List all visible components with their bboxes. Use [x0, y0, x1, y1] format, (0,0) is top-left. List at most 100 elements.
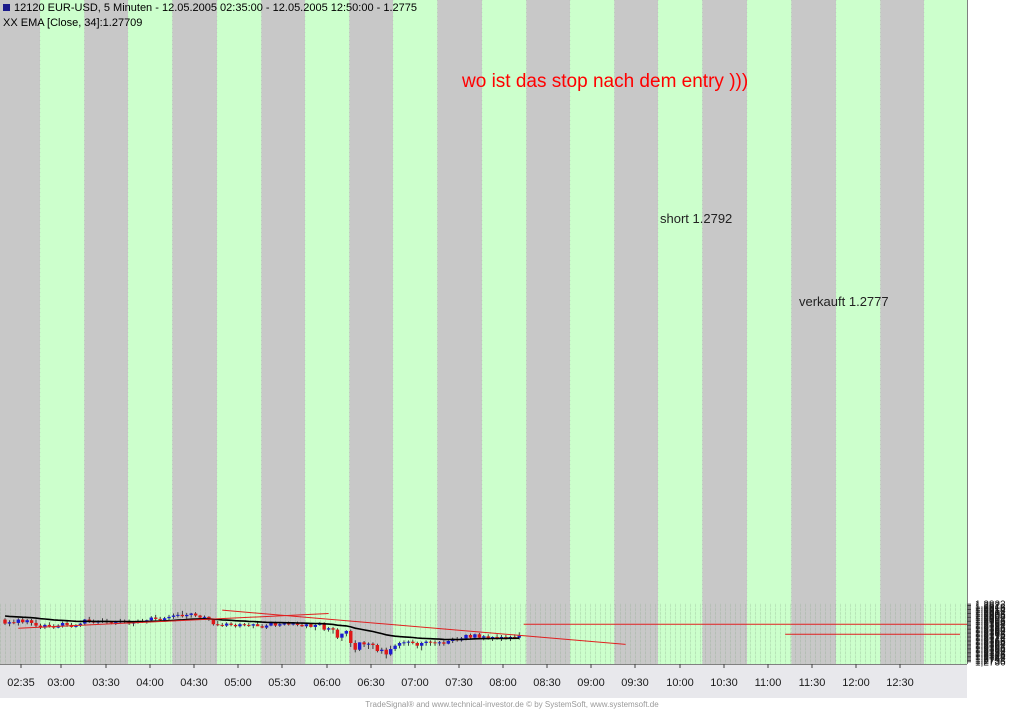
candle-body-92: [411, 641, 415, 644]
price-tick-label-29: 1,2764: [975, 639, 1006, 650]
price-tick-label-13: 1,2796: [975, 617, 1006, 628]
candle-body-40: [180, 614, 185, 617]
price-tick-label-33: 1,2756: [975, 644, 1006, 655]
price-tick-label-30: 1,2762: [975, 640, 1006, 651]
price-tick-label-28: 1,2766: [975, 637, 1006, 648]
candle-body-8: [38, 625, 43, 628]
price-tick-label-11: 1,28: [975, 614, 995, 625]
annotation-short: short 1.2792: [660, 211, 732, 226]
price-tick-label-5: 1,2812: [975, 606, 1006, 617]
candle-body-72: [322, 622, 326, 630]
time-tick-label-2: 03:30: [92, 677, 120, 689]
price-tick-label-36: 1,275: [975, 648, 1000, 659]
price-tick-label-3: 1,2816: [975, 604, 1006, 615]
candle-body-105: [468, 634, 473, 638]
price-tick-label-8: 1,2806: [975, 610, 1006, 621]
candle-body-53: [238, 624, 242, 627]
annotation-sold: verkauft 1.2777: [799, 294, 889, 309]
candle-body-86: [384, 649, 388, 655]
candle-body-34: [154, 617, 158, 619]
candle-body-38: [171, 615, 176, 617]
candle-body-93: [415, 643, 419, 646]
candle-body-4: [21, 619, 25, 623]
price-tick-label-43: 1,2736: [975, 657, 1006, 668]
time-tick-label-15: 10:00: [666, 677, 694, 689]
candle-body-59: [264, 625, 269, 628]
candle-body-94: [420, 643, 424, 646]
price-tick-label-12: 1,2798: [975, 616, 1006, 627]
price-tick-label-2: 1,2818: [975, 602, 1006, 613]
time-tick-label-5: 05:00: [224, 677, 252, 689]
price-tick-label-23: 1,2776: [975, 630, 1006, 641]
price-tick-label-42: 1,2738: [975, 656, 1006, 667]
candle-body-108: [482, 636, 486, 638]
candle-body-6: [29, 620, 34, 623]
price-tick-label-32: 1,2758: [975, 643, 1006, 654]
candle-body-78: [349, 630, 353, 644]
price-tick-label-17: 1,2788: [975, 622, 1006, 633]
candle-body-115: [513, 636, 517, 638]
candle-body-109: [486, 636, 490, 639]
price-tick-label-20: 1,2782: [975, 626, 1006, 637]
candle-body-61: [273, 622, 278, 626]
time-band-2: [217, 0, 262, 664]
candle-body-69: [309, 624, 313, 627]
time-tick-label-4: 04:30: [180, 677, 208, 689]
price-tick-label-25: 1,2772: [975, 633, 1006, 644]
candle-body-41: [185, 614, 189, 617]
time-tick-label-1: 03:00: [47, 677, 75, 689]
price-tick-label-22: 1,2778: [975, 629, 1006, 640]
time-band-10: [924, 0, 969, 664]
candle-body-47: [211, 619, 216, 625]
candle-body-99: [442, 642, 446, 644]
time-tick-label-12: 08:30: [533, 677, 561, 689]
price-tick-label-39: 1,2744: [975, 652, 1006, 663]
time-tick-label-10: 07:30: [445, 677, 473, 689]
candle-body-9: [43, 624, 47, 628]
time-band-5: [482, 0, 527, 664]
candle-body-52: [233, 624, 238, 627]
price-tick-label-37: 1,2748: [975, 649, 1006, 660]
candle-body-74: [331, 628, 335, 630]
trendline-0: [18, 613, 329, 629]
candle-body-63: [282, 623, 286, 625]
candle-body-107: [477, 634, 482, 638]
chart-header-line2: XX EMA [Close, 34]:1.27709: [3, 17, 143, 29]
time-tick-label-7: 06:00: [313, 677, 341, 689]
time-tick-label-6: 05:30: [268, 677, 296, 689]
candle-body-2: [12, 622, 16, 624]
candle-body-89: [397, 643, 402, 646]
candle-body-79: [353, 643, 357, 650]
candle-body-56: [251, 624, 255, 626]
price-tick-label-9: 1,2804: [975, 612, 1006, 623]
candle-body-66: [295, 623, 300, 625]
time-tick-label-18: 11:30: [799, 677, 826, 689]
candle-body-58: [260, 626, 264, 628]
candle-body-90: [402, 642, 406, 644]
price-tick-label-27: 1,2768: [975, 636, 1006, 647]
candle-body-54: [242, 624, 247, 626]
price-tick-label-18: 1,2786: [975, 624, 1006, 635]
candle-body-24: [109, 622, 114, 624]
price-tick-label-26: 1,277: [975, 634, 1000, 645]
ema-line: [4, 615, 520, 641]
price-axis-area: [967, 0, 1024, 664]
time-band-1: [128, 0, 173, 664]
candle-body-67: [300, 624, 304, 627]
trendline-1: [222, 609, 626, 645]
candle-body-10: [47, 624, 52, 627]
time-tick-label-14: 09:30: [621, 677, 649, 689]
candle-body-50: [224, 623, 229, 626]
candle-body-14: [65, 622, 69, 625]
candle-body-1: [7, 622, 12, 624]
candle-body-82: [366, 643, 371, 645]
candle-body-51: [229, 623, 233, 625]
candle-body-85: [380, 649, 384, 652]
candle-body-98: [437, 642, 442, 644]
candle-body-48: [216, 624, 220, 626]
time-tick-label-20: 12:30: [886, 677, 914, 689]
candle-body-68: [304, 624, 309, 627]
price-tick-label-6: 1,281: [975, 608, 1000, 619]
price-tick-label-14: 1,2794: [975, 618, 1006, 629]
